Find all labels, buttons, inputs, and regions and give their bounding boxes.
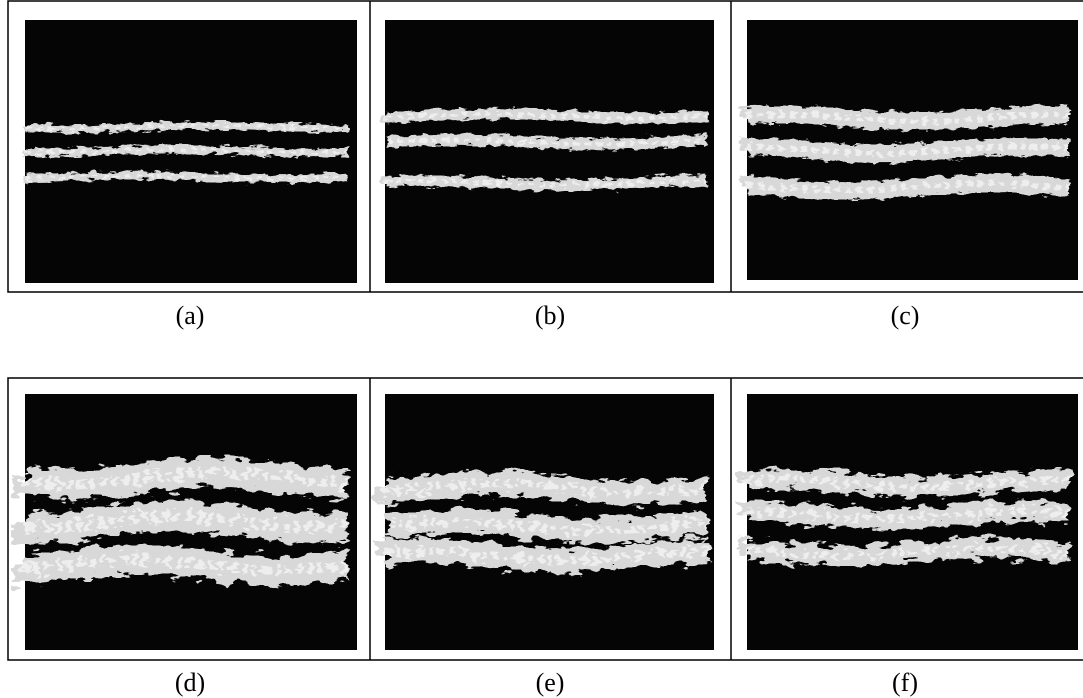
yarn-highlight [22, 511, 348, 533]
yarn-highlight [746, 143, 1070, 157]
panel-label: (e) [536, 668, 565, 697]
yarn-highlight [25, 148, 348, 154]
panel: (f) [739, 394, 1078, 697]
panel: (a) [23, 20, 357, 330]
yarn-strands [739, 469, 1070, 567]
yarn-highlight [386, 517, 708, 535]
panel-label: (b) [535, 301, 565, 330]
panel: (c) [740, 20, 1078, 330]
yarn-strands [381, 108, 708, 191]
yarn-highlight [745, 544, 1070, 560]
yarn-highlight [746, 180, 1070, 194]
yarn-strand [739, 537, 1070, 567]
yarn-highlight [385, 178, 708, 188]
yarn-highlight [22, 466, 348, 490]
yarn-highlight [385, 111, 708, 121]
yarn-image [385, 20, 714, 283]
yarn-highlight [386, 137, 708, 147]
yarn-strands [375, 471, 709, 573]
row-frames [7, 0, 1083, 661]
yarn-highlight [746, 111, 1069, 125]
yarn-strands [740, 105, 1070, 200]
yarn-highlight [25, 124, 348, 130]
panel-label: (a) [176, 301, 205, 330]
yarn-highlight [383, 547, 708, 565]
yarn-highlight [25, 174, 348, 180]
panel: (b) [381, 20, 714, 330]
yarn-highlight [745, 507, 1070, 523]
yarn-strands [11, 456, 349, 587]
panel-label: (f) [892, 668, 918, 697]
panel: (e) [375, 394, 714, 697]
yarn-strands [23, 121, 348, 183]
yarn-highlight [383, 479, 708, 497]
panels: (a) (b) (c) (d) (e) (f) [11, 20, 1078, 697]
panel-label: (d) [175, 668, 205, 697]
panel: (d) [11, 394, 357, 697]
yarn-highlight [745, 475, 1069, 491]
panel-label: (c) [891, 301, 920, 330]
yarn-highlight [22, 554, 348, 576]
